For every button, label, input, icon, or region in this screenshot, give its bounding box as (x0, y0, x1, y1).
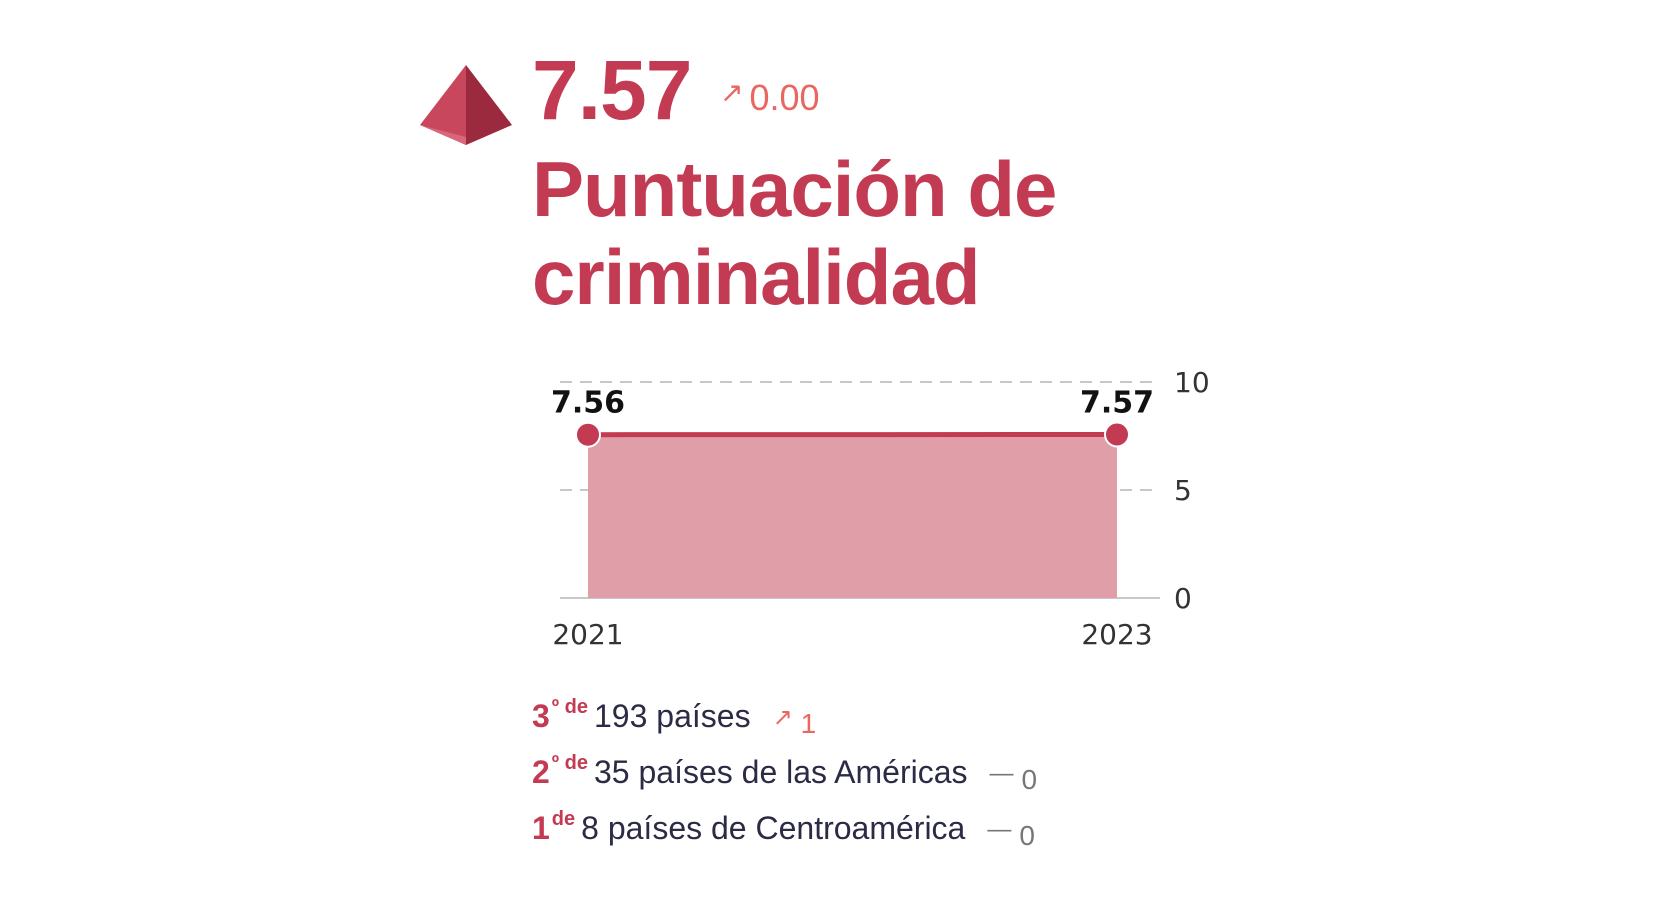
rank-scope: 8 países de Centroamérica (581, 810, 966, 846)
rank-position: 2 (532, 754, 550, 790)
pyramid-icon (420, 65, 512, 145)
page-title: Puntuación de criminalidad (532, 145, 1057, 321)
rank-suffix: º de (551, 696, 588, 718)
y-tick-label: 0 (1174, 582, 1192, 615)
y-tick-label: 5 (1174, 474, 1192, 507)
data-point (1104, 421, 1130, 448)
rank-scope: 193 países (594, 698, 751, 734)
rank-position: 3 (532, 698, 550, 734)
rank-row-central-america: 1 de 8 países de Centroamérica —0 (532, 808, 1232, 866)
rank-position: 1 (532, 810, 550, 846)
rank-change-value: 1 (800, 708, 817, 739)
y-axis-ticks: 0 5 10 (1174, 366, 1210, 615)
data-point (575, 421, 601, 448)
score-value: 7.57 (532, 43, 692, 137)
rank-change: ↗ 1 (773, 704, 817, 739)
arrow-up-right-icon: ↗ (720, 77, 744, 108)
rank-change-value: 0 (1019, 820, 1035, 851)
x-axis-ticks: 2021 2023 (552, 618, 1152, 650)
data-label: 7.56 (551, 386, 625, 421)
rank-change-value: 0 (1021, 764, 1038, 795)
delta-value: 0.00 (749, 77, 820, 118)
title-line-1: Puntuación de (532, 145, 1057, 233)
score-header: 7.57 ↗ 0.00 Puntuación de criminalidad (420, 40, 1320, 321)
y-tick-label: 10 (1174, 366, 1210, 399)
rank-scope: 35 países de las Américas (594, 754, 968, 790)
x-tick-label: 2021 (552, 618, 623, 650)
score-delta: ↗ 0.00 (720, 77, 820, 118)
dash-icon: — (989, 760, 1014, 787)
rank-change: —0 (987, 816, 1035, 851)
area-series (587, 431, 1118, 598)
arrow-up-right-icon: ↗ (772, 704, 793, 731)
criminality-area-chart: 7.56 7.57 0 5 10 2021 2023 (551, 366, 1210, 650)
area-fill (588, 434, 1117, 598)
rank-suffix: º de (551, 752, 588, 774)
data-labels: 7.56 7.57 (551, 385, 1154, 420)
data-label: 7.57 (1080, 385, 1154, 420)
title-line-2: criminalidad (532, 233, 980, 321)
x-tick-label: 2023 (1081, 618, 1152, 650)
rank-suffix: de (551, 808, 576, 830)
data-points (575, 421, 1130, 448)
rank-change: —0 (990, 760, 1038, 795)
dash-icon: — (987, 816, 1012, 843)
